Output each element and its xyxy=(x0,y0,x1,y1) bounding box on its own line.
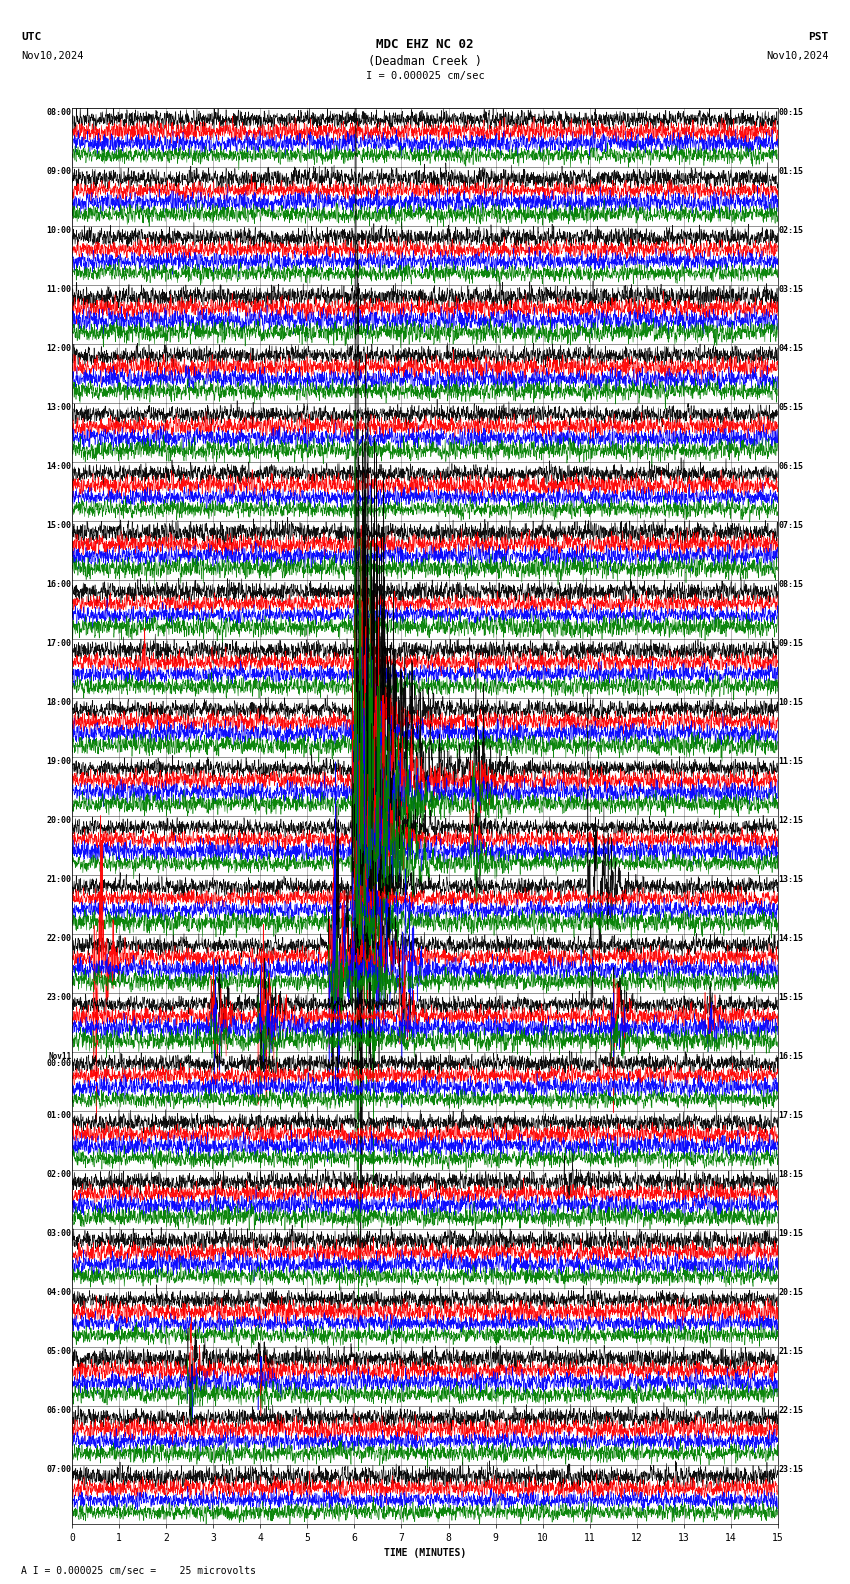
Text: 16:15: 16:15 xyxy=(779,1052,803,1061)
Text: 22:00: 22:00 xyxy=(47,933,71,942)
Text: 03:00: 03:00 xyxy=(47,1229,71,1237)
Text: 20:15: 20:15 xyxy=(779,1288,803,1297)
Text: 06:15: 06:15 xyxy=(779,461,803,470)
Text: 14:00: 14:00 xyxy=(47,461,71,470)
Text: PST: PST xyxy=(808,32,829,41)
Text: 05:00: 05:00 xyxy=(47,1346,71,1356)
Text: 09:00: 09:00 xyxy=(47,166,71,176)
Text: 14:15: 14:15 xyxy=(779,933,803,942)
Text: 19:00: 19:00 xyxy=(47,757,71,765)
Text: 11:00: 11:00 xyxy=(47,285,71,293)
Text: 23:00: 23:00 xyxy=(47,993,71,1001)
Text: 07:15: 07:15 xyxy=(779,521,803,529)
Text: 15:15: 15:15 xyxy=(779,993,803,1001)
Text: 20:00: 20:00 xyxy=(47,816,71,825)
Text: 17:15: 17:15 xyxy=(779,1110,803,1120)
Text: 11:15: 11:15 xyxy=(779,757,803,765)
Text: 02:15: 02:15 xyxy=(779,225,803,234)
Text: A I = 0.000025 cm/sec =    25 microvolts: A I = 0.000025 cm/sec = 25 microvolts xyxy=(21,1567,256,1576)
Text: 07:00: 07:00 xyxy=(47,1465,71,1473)
Text: 09:15: 09:15 xyxy=(779,638,803,648)
Text: Nov10,2024: Nov10,2024 xyxy=(766,51,829,60)
Text: 10:00: 10:00 xyxy=(47,225,71,234)
Text: 21:15: 21:15 xyxy=(779,1346,803,1356)
Text: 01:15: 01:15 xyxy=(779,166,803,176)
Text: 17:00: 17:00 xyxy=(47,638,71,648)
Text: 02:00: 02:00 xyxy=(47,1169,71,1178)
Text: 00:15: 00:15 xyxy=(779,108,803,117)
Text: Nov10,2024: Nov10,2024 xyxy=(21,51,84,60)
Text: (Deadman Creek ): (Deadman Creek ) xyxy=(368,55,482,68)
Text: 23:15: 23:15 xyxy=(779,1465,803,1473)
Text: 22:15: 22:15 xyxy=(779,1407,803,1415)
Text: Nov11: Nov11 xyxy=(48,1052,71,1061)
Text: 18:00: 18:00 xyxy=(47,697,71,706)
Text: I = 0.000025 cm/sec: I = 0.000025 cm/sec xyxy=(366,71,484,81)
Text: 13:15: 13:15 xyxy=(779,874,803,884)
Text: UTC: UTC xyxy=(21,32,42,41)
Text: MDC EHZ NC 02: MDC EHZ NC 02 xyxy=(377,38,473,51)
Text: 13:00: 13:00 xyxy=(47,402,71,412)
Text: 06:00: 06:00 xyxy=(47,1407,71,1415)
Text: 12:15: 12:15 xyxy=(779,816,803,825)
Text: 03:15: 03:15 xyxy=(779,285,803,293)
Text: 21:00: 21:00 xyxy=(47,874,71,884)
Text: 04:00: 04:00 xyxy=(47,1288,71,1297)
Text: 10:15: 10:15 xyxy=(779,697,803,706)
Text: 05:15: 05:15 xyxy=(779,402,803,412)
Text: 04:15: 04:15 xyxy=(779,344,803,353)
Text: 08:00: 08:00 xyxy=(47,108,71,117)
X-axis label: TIME (MINUTES): TIME (MINUTES) xyxy=(384,1549,466,1559)
Text: 08:15: 08:15 xyxy=(779,580,803,589)
Text: 19:15: 19:15 xyxy=(779,1229,803,1237)
Text: 01:00: 01:00 xyxy=(47,1110,71,1120)
Text: 18:15: 18:15 xyxy=(779,1169,803,1178)
Text: 16:00: 16:00 xyxy=(47,580,71,589)
Text: 15:00: 15:00 xyxy=(47,521,71,529)
Text: 12:00: 12:00 xyxy=(47,344,71,353)
Text: 00:00: 00:00 xyxy=(47,1058,71,1068)
